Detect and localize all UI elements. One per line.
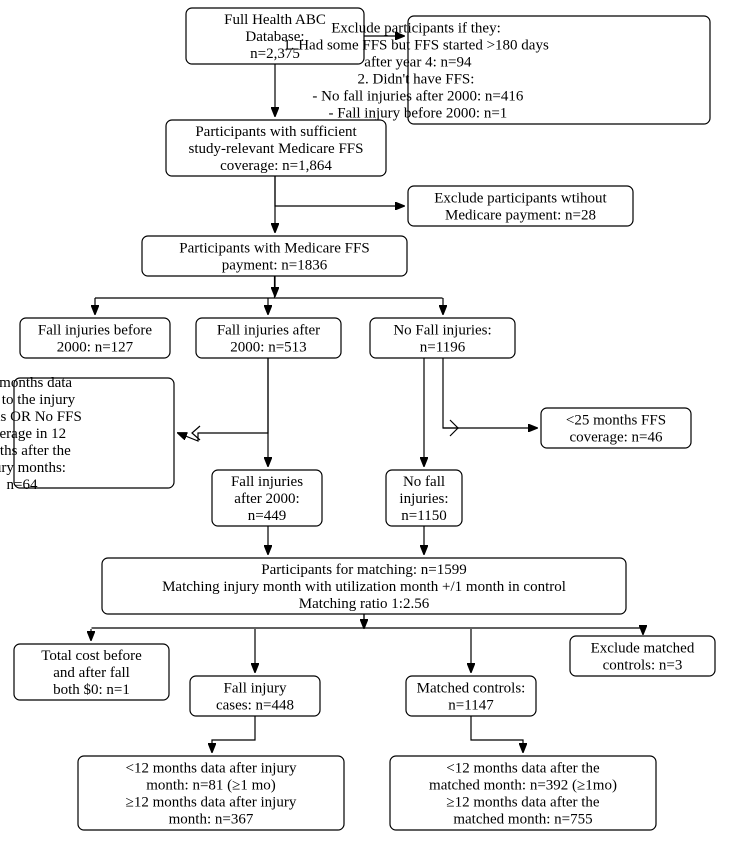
- flowchart-node-n9: <12 months dataprior to the injurymonths…: [0, 375, 174, 493]
- flowchart-edge-8: [178, 358, 268, 441]
- flowchart-node-n4: Exclude participants wtihoutMedicare pay…: [408, 186, 633, 226]
- node-text: Total cost beforeand after fallboth $0: …: [41, 648, 142, 698]
- flowchart-edge-19: [212, 716, 255, 752]
- node-text: Fall injuries after2000: n=513: [217, 322, 320, 355]
- node-text: Fall injurycases: n=448: [216, 680, 294, 713]
- flowchart-node-n17: Matched controls:n=1147: [406, 676, 536, 716]
- flowchart-node-n2: Exclude participants if they:1. Had some…: [283, 16, 710, 124]
- flowchart-node-n8: No Fall injuries:n=1196: [370, 318, 515, 358]
- flowchart-edge-2: [275, 176, 404, 206]
- flowchart-node-n18: <12 months data after injurymonth: n=81 …: [78, 756, 344, 830]
- flowchart-node-n5: Participants with Medicare FFSpayment: n…: [142, 236, 407, 276]
- flowchart-node-n6: Fall injuries before2000: n=127: [20, 318, 170, 358]
- node-text: <25 months FFScoverage: n=46: [566, 412, 666, 445]
- flowchart-node-n16: Fall injurycases: n=448: [190, 676, 320, 716]
- flowchart-edge-10: [443, 358, 537, 428]
- flowchart-node-n10: <25 months FFScoverage: n=46: [541, 408, 691, 448]
- flowchart-node-n12: No fallinjuries:n=1150: [386, 470, 462, 526]
- flowchart-node-n11: Fall injuriesafter 2000:n=449: [212, 470, 322, 526]
- flowchart-node-n19: <12 months data after thematched month: …: [390, 756, 656, 830]
- node-text: <12 months data after thematched month: …: [429, 760, 617, 827]
- flowchart-node-n15: Exclude matchedcontrols: n=3: [570, 636, 715, 676]
- flowchart-node-n13: Participants for matching: n=1599Matchin…: [102, 558, 626, 614]
- node-text: Exclude matchedcontrols: n=3: [591, 640, 695, 673]
- flowchart-node-n7: Fall injuries after2000: n=513: [196, 318, 341, 358]
- node-text: No fallinjuries:n=1150: [399, 474, 448, 524]
- flowchart-node-n3: Participants with sufficientstudy-releva…: [166, 120, 386, 176]
- flowchart-node-n14: Total cost beforeand after fallboth $0: …: [14, 644, 169, 700]
- node-text: Exclude participants wtihoutMedicare pay…: [434, 190, 607, 223]
- flowchart-edge-20: [471, 716, 523, 752]
